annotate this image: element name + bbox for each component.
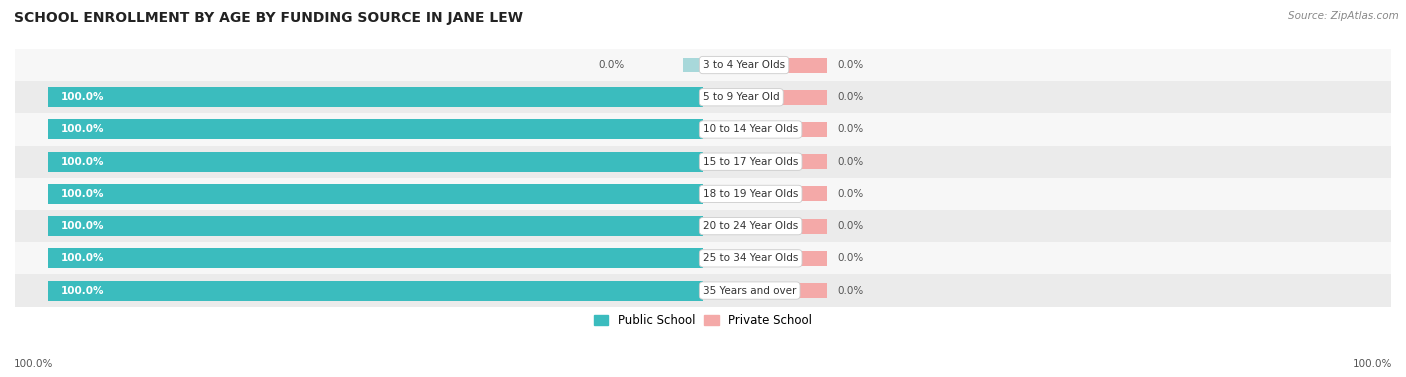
Bar (15, 113, 1391, 146)
Text: 0.0%: 0.0% (838, 221, 863, 231)
Text: 3 to 4 Year Olds: 3 to 4 Year Olds (703, 60, 785, 70)
Text: 100.0%: 100.0% (60, 253, 104, 264)
Bar (15, 49, 1391, 81)
Text: 100.0%: 100.0% (14, 359, 53, 369)
Bar (775, 154, 828, 169)
Bar (775, 90, 828, 105)
Text: 0.0%: 0.0% (838, 157, 863, 167)
Bar (48, 248, 703, 268)
Bar (775, 186, 828, 201)
Bar (775, 122, 828, 137)
Bar (48, 152, 703, 172)
Text: 100.0%: 100.0% (60, 221, 104, 231)
Bar (775, 219, 828, 234)
Bar (775, 251, 828, 266)
Bar (683, 58, 703, 72)
Bar (15, 210, 1391, 242)
Text: 0.0%: 0.0% (598, 60, 624, 70)
Bar (48, 184, 703, 204)
Text: 0.0%: 0.0% (838, 60, 863, 70)
Legend: Public School, Private School: Public School, Private School (589, 309, 817, 332)
Bar (15, 242, 1391, 274)
Text: 100.0%: 100.0% (60, 124, 104, 135)
Text: Source: ZipAtlas.com: Source: ZipAtlas.com (1288, 11, 1399, 21)
Text: 100.0%: 100.0% (60, 157, 104, 167)
Bar (48, 216, 703, 236)
Bar (15, 178, 1391, 210)
Bar (15, 81, 1391, 113)
Bar (48, 120, 703, 139)
Text: 25 to 34 Year Olds: 25 to 34 Year Olds (703, 253, 799, 264)
Text: 15 to 17 Year Olds: 15 to 17 Year Olds (703, 157, 799, 167)
Text: 100.0%: 100.0% (60, 92, 104, 102)
Bar (48, 280, 703, 300)
Text: 20 to 24 Year Olds: 20 to 24 Year Olds (703, 221, 799, 231)
Bar (15, 146, 1391, 178)
Text: 100.0%: 100.0% (1353, 359, 1392, 369)
Text: 5 to 9 Year Old: 5 to 9 Year Old (703, 92, 779, 102)
Text: 0.0%: 0.0% (838, 124, 863, 135)
Text: 0.0%: 0.0% (838, 189, 863, 199)
Bar (775, 283, 828, 298)
Text: 35 Years and over: 35 Years and over (703, 285, 796, 296)
Bar (15, 274, 1391, 307)
Text: 100.0%: 100.0% (60, 285, 104, 296)
Bar (775, 58, 828, 72)
Text: 0.0%: 0.0% (838, 253, 863, 264)
Text: 18 to 19 Year Olds: 18 to 19 Year Olds (703, 189, 799, 199)
Text: SCHOOL ENROLLMENT BY AGE BY FUNDING SOURCE IN JANE LEW: SCHOOL ENROLLMENT BY AGE BY FUNDING SOUR… (14, 11, 523, 25)
Bar (48, 87, 703, 107)
Text: 100.0%: 100.0% (60, 189, 104, 199)
Text: 0.0%: 0.0% (838, 285, 863, 296)
Text: 10 to 14 Year Olds: 10 to 14 Year Olds (703, 124, 799, 135)
Text: 0.0%: 0.0% (838, 92, 863, 102)
